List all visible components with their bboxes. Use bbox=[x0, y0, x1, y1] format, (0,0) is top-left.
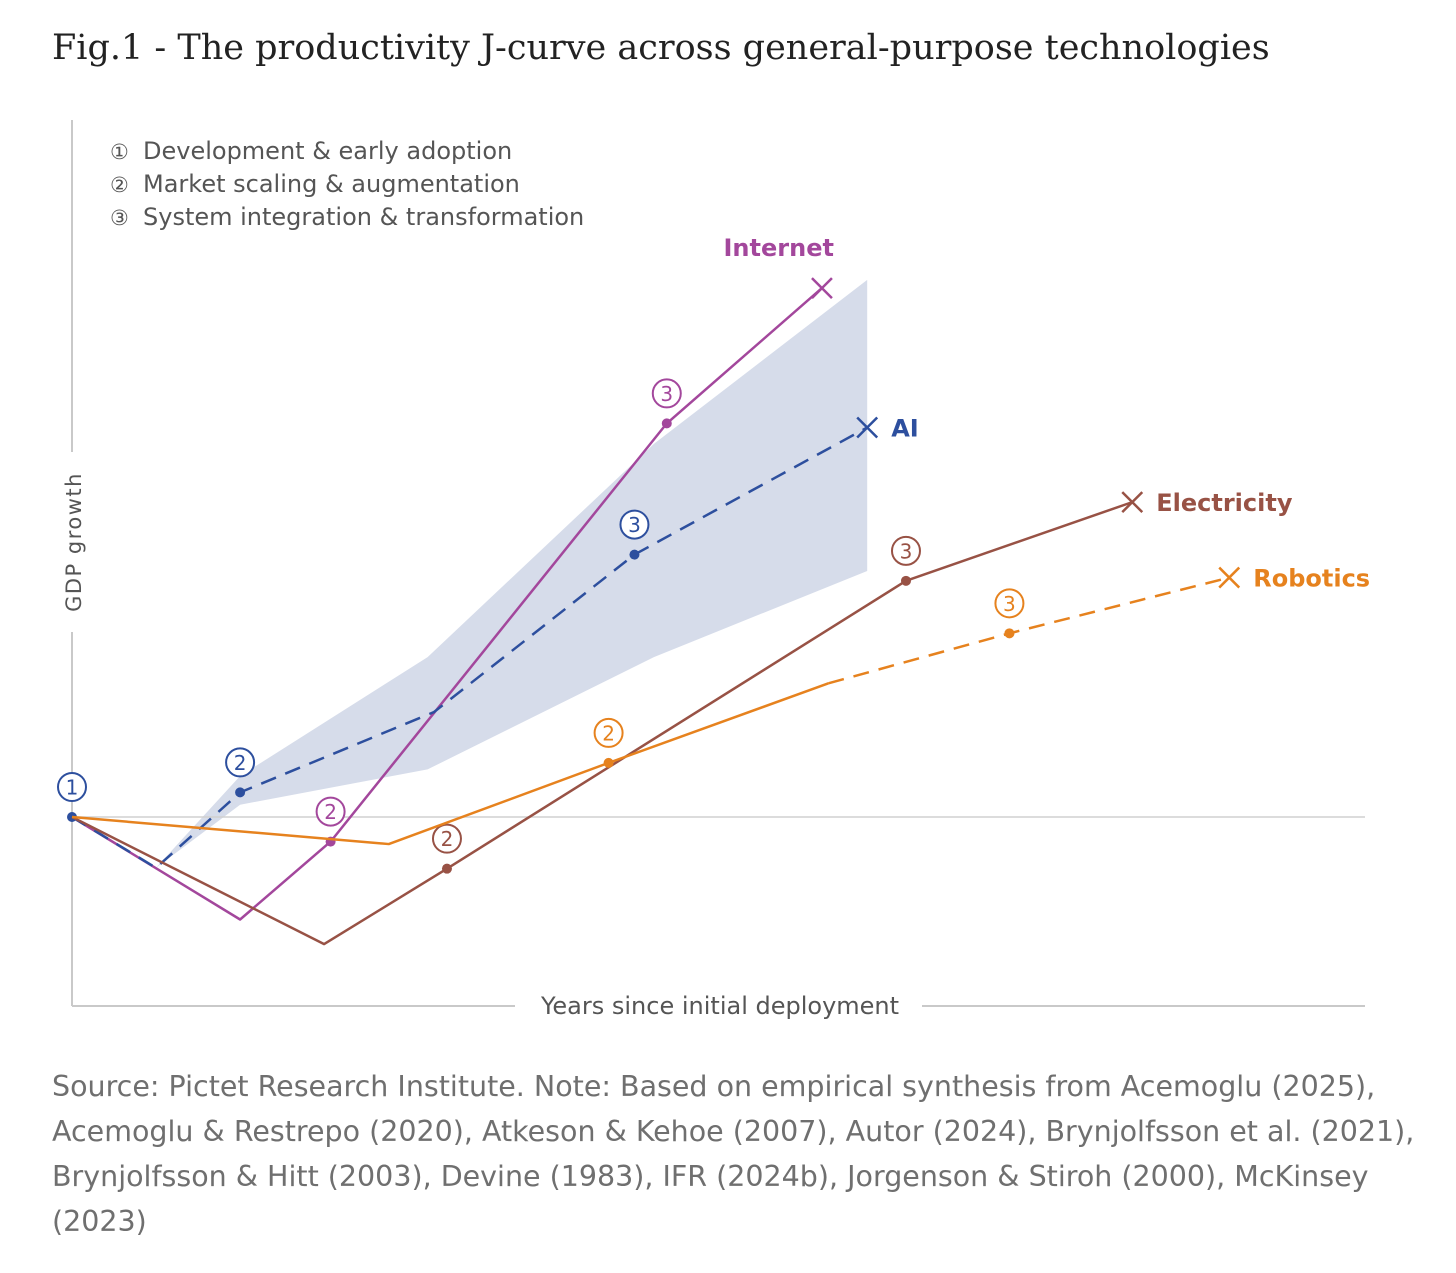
legend-item-phase-3: ③ System integration & transformation bbox=[110, 203, 584, 231]
ai-series: AI 2 3 bbox=[71, 415, 919, 870]
robotics-phase-3-marker: 3 bbox=[994, 588, 1025, 639]
ai-phase-2-marker: 2 bbox=[225, 747, 256, 798]
legend-phase-3-label: System integration & transformation bbox=[143, 203, 584, 231]
robotics-phase-3-marker-number: 3 bbox=[1003, 592, 1016, 616]
robotics-phase-3-marker-dot bbox=[1004, 628, 1015, 639]
robotics-series-label: Robotics bbox=[1253, 565, 1370, 593]
robotics-series: Robotics 2 3 bbox=[71, 565, 1370, 846]
robotics-phase-2-marker-ring bbox=[593, 717, 624, 748]
legend-phase-2-marker: ② bbox=[110, 173, 129, 197]
ai-phase-2-marker-number: 2 bbox=[234, 751, 247, 775]
electricity-phase-2-marker: 2 bbox=[431, 823, 462, 874]
figure-title: Fig.1 - The productivity J-curve across … bbox=[52, 28, 1270, 68]
ai-phase-2-marker-ring bbox=[225, 747, 256, 778]
ai-phase-3-marker: 3 bbox=[619, 509, 650, 560]
electricity-end-marker bbox=[1121, 491, 1144, 514]
ai-phase-3-marker-ring bbox=[619, 509, 650, 540]
chart-axes: GDP growth Years since initial deployment bbox=[62, 120, 1365, 1020]
electricity-phase-3-marker-dot bbox=[900, 575, 911, 586]
robotics-line-dashed bbox=[828, 576, 1230, 685]
legend-phase-2-label: Market scaling & augmentation bbox=[143, 170, 520, 198]
ai-uncertainty-band bbox=[156, 279, 868, 868]
internet-phase-1-marker-ring bbox=[57, 772, 87, 802]
internet-phase-3-marker-number: 3 bbox=[660, 382, 673, 406]
internet-phase-1-marker: 1 bbox=[57, 772, 87, 822]
internet-series-label: Internet bbox=[724, 234, 834, 262]
robotics-end-marker bbox=[1218, 566, 1241, 589]
robotics-phase-2-marker-dot bbox=[603, 757, 614, 768]
internet-phase-2-marker-ring bbox=[315, 796, 346, 827]
source-note: Source: Pictet Research Institute. Note:… bbox=[52, 1070, 1415, 1238]
internet-series: Internet 1 2 3 bbox=[57, 234, 834, 921]
legend-phase-1-marker: ① bbox=[110, 140, 129, 164]
internet-end-marker bbox=[811, 277, 833, 299]
legend-phase-3-marker: ③ bbox=[110, 206, 129, 230]
internet-phase-3-marker: 3 bbox=[651, 378, 682, 429]
electricity-series-label: Electricity bbox=[1156, 489, 1293, 517]
productivity-j-curve-chart: GDP growth Years since initial deployment… bbox=[57, 120, 1370, 1020]
internet-phase-3-marker-ring bbox=[651, 378, 682, 409]
electricity-phase-3-marker-number: 3 bbox=[900, 539, 913, 563]
ai-end-marker bbox=[856, 416, 879, 439]
ai-phase-3-marker-number: 3 bbox=[628, 513, 641, 537]
robotics-line-solid bbox=[71, 682, 829, 846]
phase-legend: ① Development & early adoption ② Market sca… bbox=[110, 137, 584, 231]
y-axis-label: GDP growth bbox=[62, 472, 86, 612]
robotics-phase-3-marker-ring bbox=[994, 588, 1025, 619]
electricity-phase-2-marker-dot bbox=[441, 863, 452, 874]
internet-phase-1-marker-number: 1 bbox=[66, 776, 79, 800]
electricity-phase-2-marker-number: 2 bbox=[441, 827, 454, 851]
legend-item-phase-2: ② Market scaling & augmentation bbox=[110, 170, 520, 198]
internet-phase-2-marker: 2 bbox=[315, 796, 346, 847]
ai-series-label: AI bbox=[891, 415, 919, 443]
legend-phase-1-label: Development & early adoption bbox=[143, 137, 512, 165]
chart-series: Internet 1 2 3 AI 2 3 Electricity 2 3 Robotics 2 3 bbox=[57, 234, 1370, 946]
legend-item-phase-1: ① Development & early adoption bbox=[110, 137, 512, 165]
electricity-series: Electricity 2 3 bbox=[71, 489, 1293, 946]
ai-phase-2-marker-dot bbox=[235, 787, 246, 798]
electricity-phase-2-marker-ring bbox=[431, 823, 462, 854]
x-axis-label: Years since initial deployment bbox=[540, 992, 899, 1020]
internet-phase-2-marker-number: 2 bbox=[324, 800, 337, 824]
electricity-phase-3-marker-ring bbox=[890, 535, 921, 566]
robotics-phase-2-marker: 2 bbox=[593, 717, 624, 768]
robotics-phase-2-marker-number: 2 bbox=[602, 721, 615, 745]
ai-phase-3-marker-dot bbox=[629, 549, 640, 560]
ai-line bbox=[71, 426, 868, 870]
ai-uncertainty-bands bbox=[156, 279, 868, 868]
electricity-phase-3-marker: 3 bbox=[890, 535, 921, 586]
internet-phase-3-marker-dot bbox=[661, 418, 672, 429]
